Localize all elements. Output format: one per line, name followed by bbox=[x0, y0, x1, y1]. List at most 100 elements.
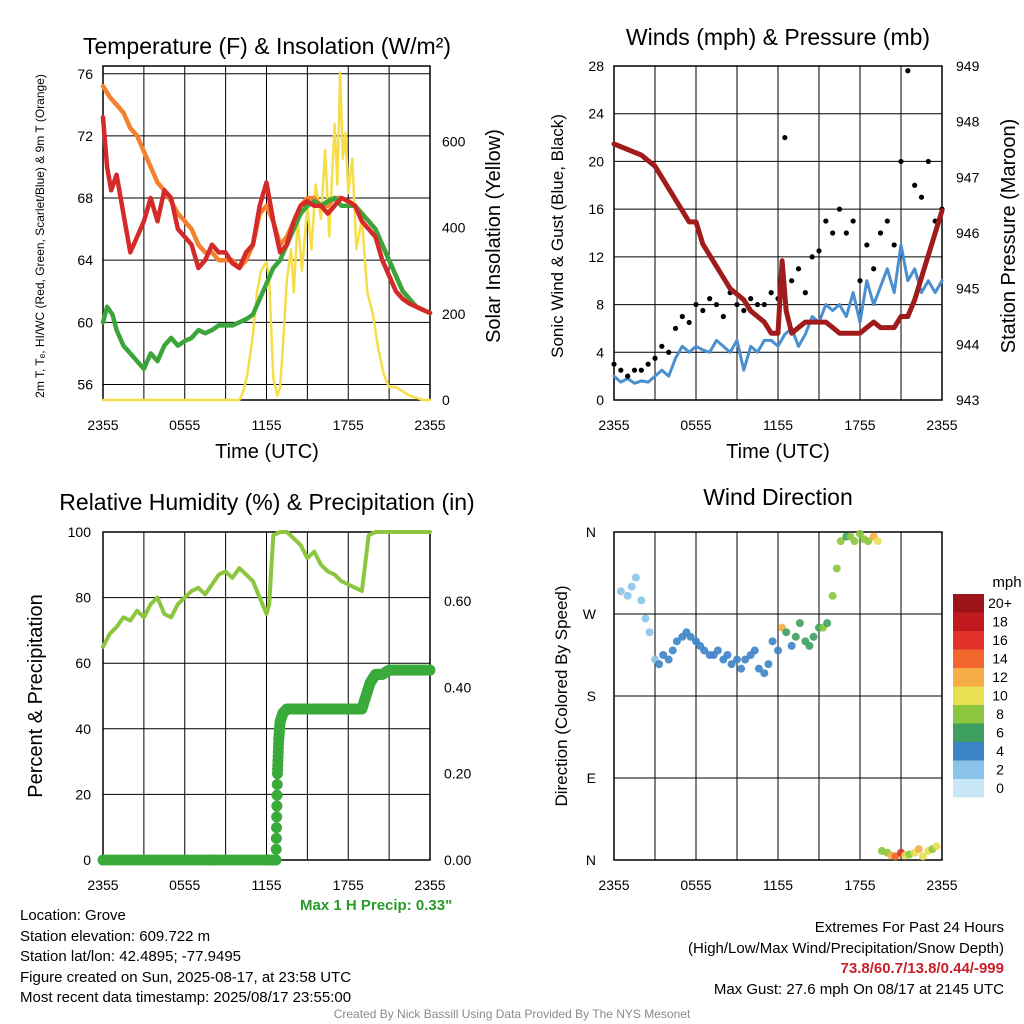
gust-point bbox=[871, 266, 877, 272]
gust-point bbox=[713, 301, 720, 308]
direction-tick-label: W bbox=[583, 606, 597, 622]
y-tick-label: 72 bbox=[77, 128, 93, 144]
gust-point bbox=[748, 296, 754, 302]
direction-point bbox=[637, 596, 646, 605]
gust-point bbox=[720, 313, 726, 320]
legend-swatch bbox=[953, 668, 984, 687]
x-tick-label: 1755 bbox=[333, 417, 364, 433]
x-tick-label: 1155 bbox=[251, 417, 281, 433]
y2-tick-label: 0.00 bbox=[444, 852, 471, 868]
direction-point bbox=[723, 651, 732, 659]
legend-swatch bbox=[953, 631, 984, 650]
y-tick-label: 60 bbox=[77, 314, 93, 330]
direction-point bbox=[631, 573, 640, 582]
temperature-panel: Temperature (F) & Insolation (W/m²) 2m T… bbox=[33, 33, 505, 463]
y-tick-label: 60 bbox=[75, 655, 91, 671]
y-tick-label: 20 bbox=[588, 153, 604, 169]
direction-point bbox=[850, 537, 859, 546]
y2-tick-label: 0.40 bbox=[444, 679, 471, 695]
x-tick-label: 0555 bbox=[169, 417, 200, 433]
extremes-subtitle: (High/Low/Max Wind/Precipitation/Snow De… bbox=[688, 939, 1004, 957]
gust-point bbox=[802, 290, 808, 296]
humidity-line bbox=[101, 530, 432, 649]
precip-point bbox=[270, 854, 282, 866]
legend-swatch bbox=[953, 760, 984, 779]
wind-left-axis-label: Sonic Wind & Gust (Blue, Black) bbox=[548, 114, 567, 358]
precip-point bbox=[424, 664, 436, 676]
solar-insolation-line bbox=[101, 71, 432, 402]
gust-point bbox=[857, 278, 863, 284]
precip-point bbox=[271, 789, 283, 801]
direction-point bbox=[754, 664, 763, 673]
gust-point bbox=[877, 230, 884, 236]
created-text: Figure created on Sun, 2025-08-17, at 23… bbox=[20, 968, 352, 986]
legend-swatch bbox=[953, 649, 984, 668]
x-tick-label: 2355 bbox=[598, 417, 629, 433]
extremes-values: 73.8/60.7/13.8/0.44/-999 bbox=[840, 960, 1004, 977]
gust-point bbox=[843, 230, 849, 236]
direction-point bbox=[836, 537, 845, 546]
gust-point bbox=[611, 361, 617, 367]
legend-label: 8 bbox=[996, 706, 1004, 722]
direction-point bbox=[733, 655, 741, 664]
legend-swatch bbox=[953, 594, 984, 613]
direction-point bbox=[805, 641, 814, 650]
y2-tick-label: 200 bbox=[442, 306, 466, 322]
precip-point bbox=[271, 778, 283, 790]
wind-direction-axis-label: Direction (Colored By Speed) bbox=[552, 585, 571, 806]
x-tick-label: 2355 bbox=[926, 417, 957, 433]
wind-direction-panel-title: Wind Direction bbox=[703, 484, 853, 510]
direction-point bbox=[623, 591, 632, 600]
x-tick-label: 1155 bbox=[763, 417, 793, 433]
gust-point bbox=[761, 301, 767, 308]
gust-point bbox=[795, 266, 802, 272]
legend-swatch bbox=[953, 705, 984, 724]
precip-point bbox=[270, 832, 282, 844]
station-info: Location: Grove Station elevation: 609.7… bbox=[20, 906, 351, 1009]
direction-point bbox=[672, 637, 681, 646]
legend-label: 4 bbox=[996, 743, 1004, 759]
x-tick-label: 1755 bbox=[333, 877, 364, 893]
x-tick-label: 2355 bbox=[414, 877, 445, 893]
direction-tick-label: N bbox=[586, 524, 596, 540]
precip-point bbox=[270, 843, 282, 855]
extremes-info: Extremes For Past 24 Hours (High/Low/Max… bbox=[688, 918, 1004, 1000]
direction-point bbox=[795, 619, 804, 628]
legend-swatch bbox=[953, 742, 984, 761]
gust-point bbox=[659, 343, 665, 349]
gust-point bbox=[782, 134, 788, 141]
gust-point bbox=[898, 158, 904, 165]
gust-point bbox=[836, 206, 843, 212]
direction-point bbox=[668, 646, 677, 655]
speed-legend: 20+ 18 16 14 12 10 8 6 4 2 0 bbox=[953, 594, 1012, 798]
wind-panel-title: Winds (mph) & Pressure (mb) bbox=[626, 24, 930, 50]
x-tick-label: 1155 bbox=[763, 877, 793, 893]
x-tick-label: 0555 bbox=[680, 417, 711, 433]
y2-tick-label: 400 bbox=[442, 220, 466, 236]
gust-point bbox=[741, 307, 747, 314]
gust-point bbox=[905, 68, 911, 74]
y-tick-label: 76 bbox=[77, 66, 93, 82]
direction-tick-label: E bbox=[587, 770, 596, 786]
y2-tick-label: 946 bbox=[956, 225, 980, 241]
legend-swatch bbox=[953, 723, 984, 742]
plot-frame bbox=[102, 65, 431, 401]
x-tick-label: 2355 bbox=[87, 877, 118, 893]
direction-point bbox=[782, 628, 791, 637]
gust-point bbox=[768, 290, 774, 296]
legend-label: 0 bbox=[996, 780, 1004, 796]
dewpoint-line bbox=[100, 195, 433, 372]
pressure-line bbox=[611, 141, 945, 336]
direction-point bbox=[700, 646, 709, 655]
direction-point bbox=[809, 632, 818, 641]
direction-point bbox=[645, 628, 654, 637]
extremes-title: Extremes For Past 24 Hours bbox=[814, 919, 1004, 936]
gust-point bbox=[645, 361, 651, 367]
gust-point bbox=[925, 158, 931, 165]
gust-point bbox=[652, 355, 658, 361]
direction-point bbox=[823, 619, 832, 628]
legend-label: 20+ bbox=[988, 595, 1012, 611]
direction-point bbox=[918, 852, 927, 861]
temperature-right-axis-label: Solar Insolation (Yellow) bbox=[483, 129, 505, 343]
gust-point bbox=[918, 194, 925, 200]
